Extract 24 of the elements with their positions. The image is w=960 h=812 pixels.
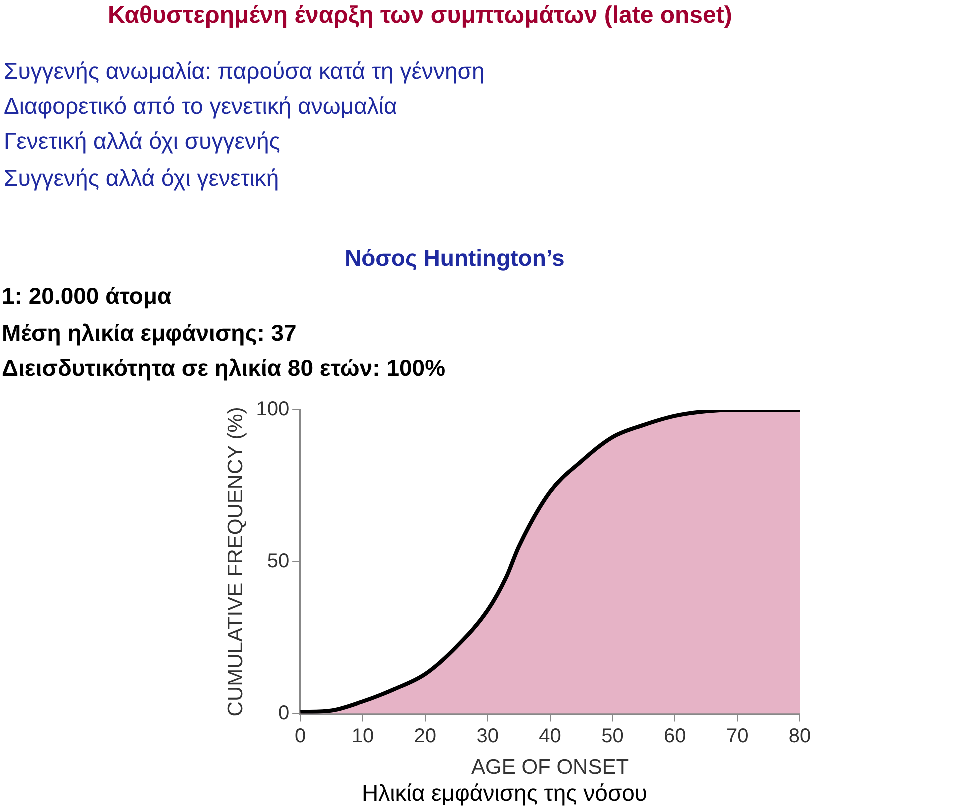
text: Διεισδυτικότητα σε ηλικία 80 ετών: 100%: [2, 355, 446, 382]
text: Νόσος Huntington’s: [345, 245, 565, 272]
x-tick-label: 0: [295, 725, 306, 748]
chart-title: Καθυστερημένη έναρξη των συμπτωμάτων (late onset): [108, 2, 732, 30]
y-axis-title: CUMULATIVE FREQUENCY (%): [224, 407, 248, 717]
text: Συγγενής αλλά όχι γενετική: [4, 165, 280, 192]
y-tick-label: 0: [278, 702, 290, 724]
x-tick-label: 50: [602, 725, 624, 748]
y-tick-label: 50: [267, 550, 290, 572]
x-tick-label: 20: [414, 725, 437, 748]
x-tick-label: 10: [352, 725, 374, 748]
x-tick-label: 80: [788, 725, 812, 748]
x-tick-label: 30: [476, 725, 499, 748]
x-tick-label: 40: [539, 725, 562, 748]
text: Διαφορετικό από το γενετική ανωμαλία: [4, 93, 398, 120]
text: 1: 20.000 άτομα: [2, 283, 172, 310]
x-tick-label: 60: [664, 725, 686, 748]
text: Γενετική αλλά όχι συγγενής: [4, 128, 280, 155]
y-tick-label: 100: [256, 398, 290, 421]
text: Ηλικία εμφάνισης της νόσου: [362, 780, 648, 807]
x-axis-title: AGE OF ONSET: [472, 756, 630, 780]
text: Συγγενής ανωμαλία: παρούσα κατά τη γέννηση: [4, 58, 485, 85]
x-tick-label: 70: [726, 725, 749, 748]
text: Μέση ηλικία εμφάνισης: 37: [2, 320, 297, 347]
